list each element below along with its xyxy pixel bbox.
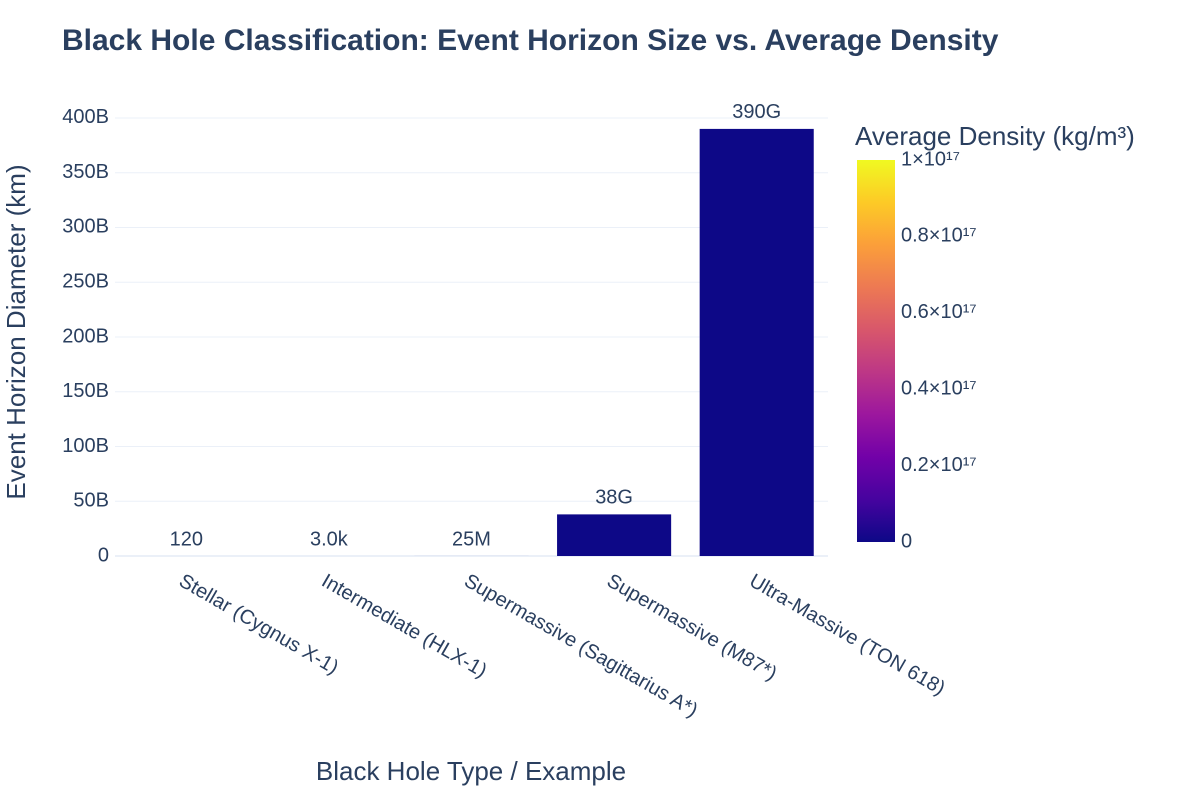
y-tick-label: 0 xyxy=(98,544,109,566)
x-axis-title: Black Hole Type / Example xyxy=(316,756,626,786)
x-tick-label: Ultra-Massive (TON 618) xyxy=(746,570,949,700)
data-label: 38G xyxy=(595,487,633,509)
y-tick-label: 350B xyxy=(62,161,109,183)
y-tick-label: 50B xyxy=(73,490,109,512)
y-tick-label: 250B xyxy=(62,271,109,293)
data-label: 390G xyxy=(732,101,781,123)
y-tick-label: 200B xyxy=(62,325,109,347)
colorbar-tick-label: 0 xyxy=(901,530,912,552)
y-tick-label: 100B xyxy=(62,435,109,457)
y-tick-label: 400B xyxy=(62,106,109,128)
colorbar-tick-label: 0.2×10¹⁷ xyxy=(901,454,977,476)
colorbar-tick-label: 0.4×10¹⁷ xyxy=(901,377,977,399)
colorbar-title: Average Density (kg/m³) xyxy=(855,121,1135,151)
bar xyxy=(699,128,814,556)
data-label: 3.0k xyxy=(310,528,349,550)
y-tick-label: 300B xyxy=(62,216,109,238)
colorbar-tick-label: 1×10¹⁷ xyxy=(901,148,960,170)
colorbar-tick-label: 0.6×10¹⁷ xyxy=(901,301,977,323)
y-axis-title: Event Horizon Diameter (km) xyxy=(1,164,31,499)
data-label: 120 xyxy=(170,528,203,550)
colorbar-tick-label: 0.8×10¹⁷ xyxy=(901,225,977,247)
data-label: 25M xyxy=(452,528,491,550)
x-tick-label: Supermassive (Sagittarius A*) xyxy=(460,570,701,722)
colorbar xyxy=(857,160,895,542)
y-tick-label: 150B xyxy=(62,380,109,402)
x-tick-label: Stellar (Cygnus X-1) xyxy=(175,570,342,679)
bar xyxy=(557,514,672,556)
chart-title: Black Hole Classification: Event Horizon… xyxy=(62,24,999,57)
